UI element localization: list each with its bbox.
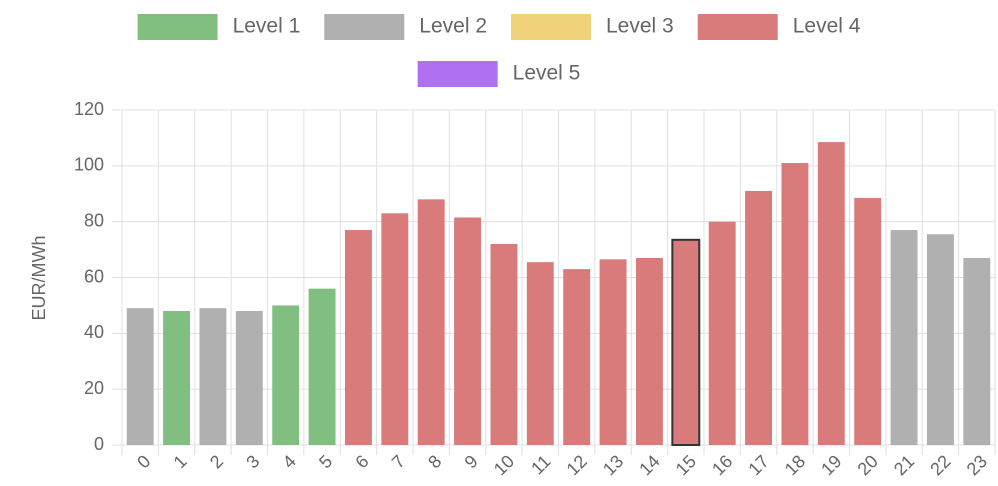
bar (671, 238, 701, 446)
x-tick-label: 22 (926, 451, 954, 479)
x-tick-label: 23 (963, 451, 991, 479)
legend-label: Level 3 (606, 15, 674, 38)
x-tick-label: 13 (599, 451, 627, 479)
x-tick-label: 16 (708, 451, 736, 479)
y-tick-label: 0 (94, 434, 104, 454)
x-tick-label: 15 (672, 451, 700, 479)
legend-label: Level 1 (233, 15, 301, 38)
x-tick-label: 1 (170, 451, 191, 472)
legend-swatch (324, 14, 405, 40)
legend-swatch (137, 14, 218, 40)
bar (199, 308, 227, 445)
bar (926, 234, 954, 445)
bar (745, 190, 773, 445)
x-tick-label: 20 (854, 451, 882, 479)
bar (781, 163, 809, 445)
legend-swatch (697, 14, 778, 40)
bar (635, 257, 663, 445)
y-tick-label: 20 (84, 378, 104, 398)
y-axis-label: EUR/MWh (29, 236, 49, 321)
bar (417, 199, 445, 445)
x-tick-label: 7 (388, 451, 409, 472)
x-tick-label: 0 (133, 451, 154, 472)
x-tick-label: 4 (279, 451, 300, 472)
bar (490, 244, 518, 445)
y-tick-label: 100 (74, 155, 104, 175)
bar (235, 311, 263, 445)
bar (563, 269, 591, 445)
x-tick-label: 3 (242, 451, 263, 472)
legend-item: Level 4 (697, 14, 861, 40)
legend-label: Level 2 (419, 15, 487, 38)
x-tick-label: 14 (635, 451, 663, 479)
x-tick-label: 18 (781, 451, 809, 479)
x-tick-label: 8 (424, 451, 445, 472)
x-tick-label: 9 (461, 451, 482, 472)
bar (817, 142, 845, 445)
y-tick-label: 120 (74, 99, 104, 119)
x-tick-label: 6 (351, 451, 372, 472)
bar (381, 213, 409, 445)
bar (963, 257, 991, 445)
bar (599, 259, 627, 445)
x-tick-label: 11 (527, 451, 554, 478)
legend-label: Level 4 (793, 15, 861, 38)
x-tick-label: 2 (206, 451, 227, 472)
bar (854, 197, 882, 445)
y-tick-label: 60 (84, 266, 104, 286)
x-tick-label: 19 (817, 451, 845, 479)
bar (526, 262, 554, 445)
x-tick-label: 21 (890, 451, 918, 479)
bar (890, 230, 918, 445)
y-tick-label: 40 (84, 322, 104, 342)
legend-swatch (417, 61, 498, 87)
x-tick-label: 12 (563, 451, 591, 479)
x-tick-label: 5 (315, 451, 336, 472)
legend-label: Level 5 (513, 62, 581, 85)
bar (126, 308, 154, 445)
legend-item: Level 2 (324, 14, 487, 40)
bar (163, 311, 191, 445)
bar (708, 221, 736, 445)
legend-item: Level 1 (137, 14, 301, 40)
legend-swatch (511, 14, 591, 40)
legend-item: Level 5 (417, 61, 581, 87)
y-tick-label: 80 (84, 210, 104, 230)
bar (272, 305, 300, 445)
legend-item: Level 3 (511, 14, 674, 40)
bar (308, 288, 336, 445)
x-tick-label: 10 (490, 451, 518, 479)
bar (344, 230, 372, 445)
x-tick-label: 17 (744, 451, 772, 479)
bar (454, 217, 482, 445)
